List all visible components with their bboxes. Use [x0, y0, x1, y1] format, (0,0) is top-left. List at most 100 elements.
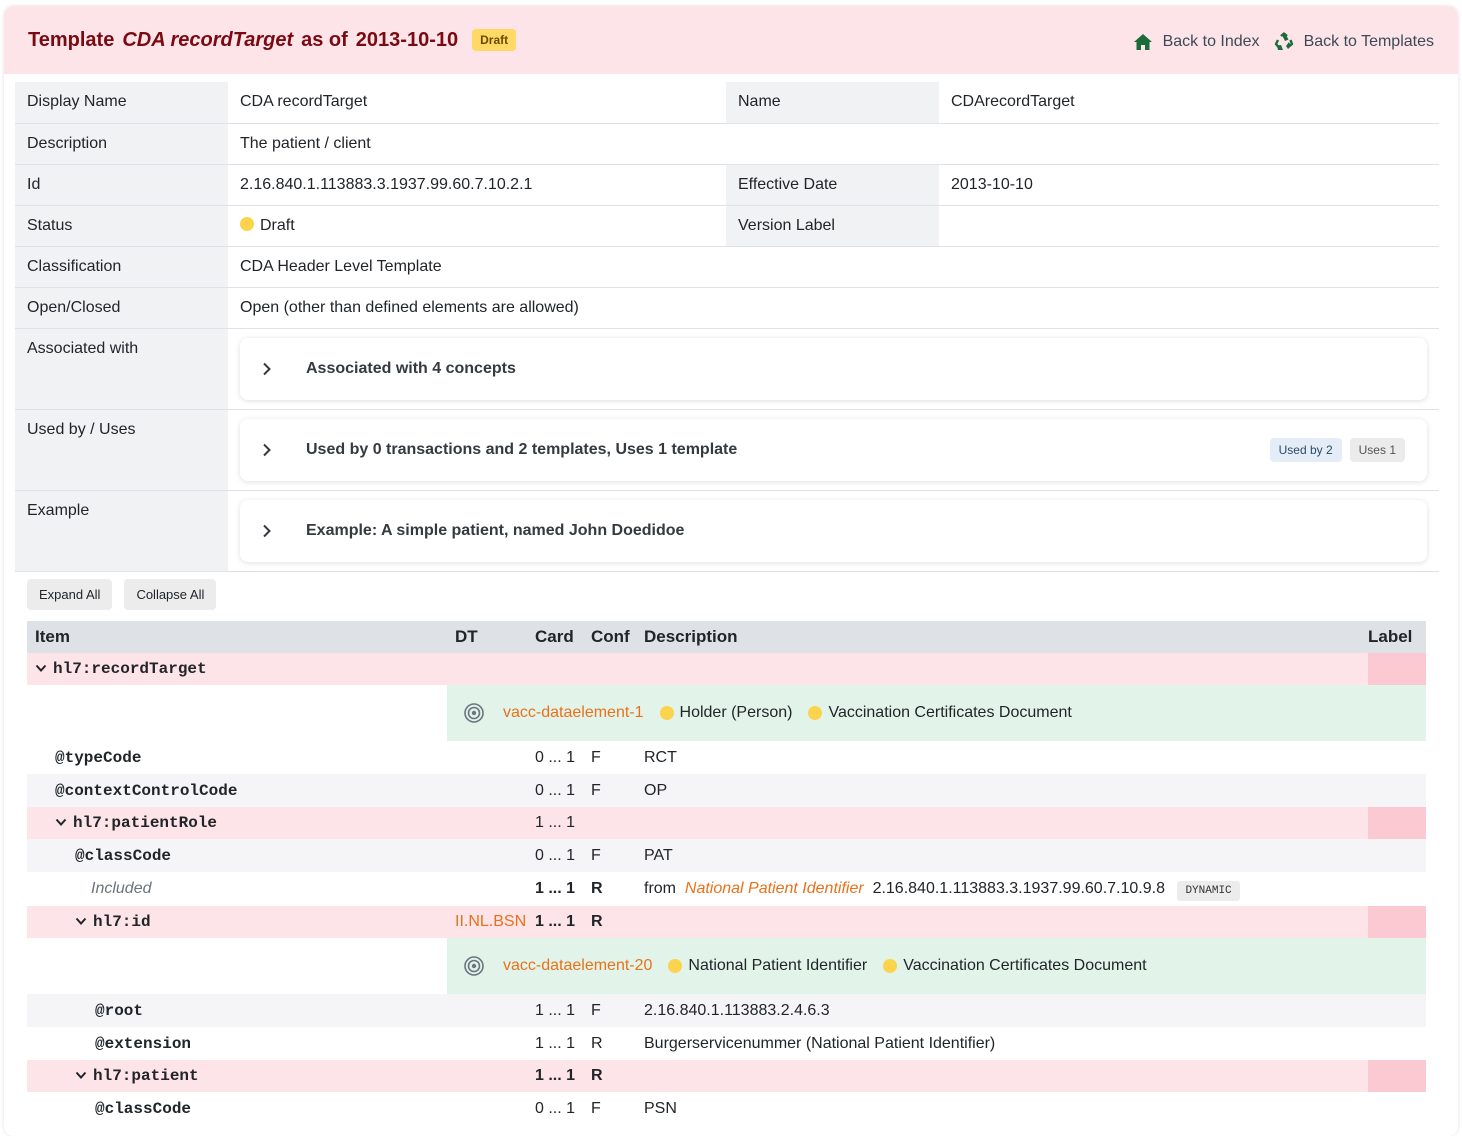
open-closed-value: Open (other than defined elements are al… — [228, 287, 1439, 329]
associated-label: Associated with — [15, 328, 228, 410]
conformance: R — [591, 880, 603, 897]
template-tree-table: Item DT Card Conf Description Label hl7:… — [27, 621, 1426, 1125]
included-template-oid: 2.16.840.1.113883.3.1937.99.60.7.10.9.8 — [872, 880, 1165, 897]
meta-row-associated: Associated with Associated with 4 concep… — [15, 328, 1439, 410]
conformance: F — [591, 748, 601, 766]
label-cell — [1368, 653, 1426, 685]
col-header-dt: DT — [455, 627, 478, 646]
datatype-link[interactable]: II.NL.BSN — [455, 913, 527, 930]
tree-item-name: hl7:patientRole — [73, 814, 218, 833]
used-by-accordion-title: Used by 0 transactions and 2 templates, … — [306, 440, 738, 458]
version-label-value — [939, 205, 1439, 247]
conformance: F — [591, 781, 601, 799]
chevron-down-icon[interactable] — [75, 1067, 87, 1085]
col-header-conf: Conf — [591, 627, 630, 646]
title-template-name: CDA recordTarget — [122, 28, 294, 51]
meta-row-id: Id 2.16.840.1.113883.3.1937.99.60.7.10.2… — [15, 164, 1439, 206]
template-header: Template CDA recordTarget as of 2013-10-… — [4, 6, 1458, 74]
conformance: R — [591, 1067, 603, 1084]
version-label-label: Version Label — [726, 205, 939, 247]
status-badge: Draft — [472, 29, 517, 51]
associated-accordion-title: Associated with 4 concepts — [306, 359, 516, 377]
chevron-down-icon[interactable] — [35, 660, 47, 678]
used-by-label: Used by / Uses — [15, 409, 228, 491]
tree-item-name: @classCode — [75, 846, 172, 865]
tree-item-name: hl7:id — [93, 913, 151, 932]
concept-row: vacc-dataelement-1 Holder (Person) Vacci… — [27, 685, 1426, 741]
tree-row-recordtarget[interactable]: hl7:recordTarget — [27, 653, 1426, 685]
back-to-index-link[interactable]: Back to Index — [1133, 32, 1260, 52]
used-by-accordion[interactable]: Used by 0 transactions and 2 templates, … — [240, 418, 1427, 481]
concept-row: vacc-dataelement-20 National Patient Ide… — [27, 938, 1426, 994]
status-dot-icon — [883, 959, 898, 973]
tree-row-patient-classcode: @classCode 0 ... 1 F PSN — [27, 1092, 1426, 1125]
conformance: R — [591, 1034, 603, 1052]
tree-item-name: @contextControlCode — [55, 781, 238, 800]
title-as-of: as of — [301, 28, 348, 51]
page-title: Template CDA recordTarget as of 2013-10-… — [28, 28, 517, 52]
classification-value: CDA Header Level Template — [228, 246, 1439, 288]
cardinality: 1 ... 1 — [535, 880, 576, 897]
chevron-right-icon — [262, 443, 306, 457]
concept-name: National Patient Identifier — [688, 957, 868, 974]
template-metadata-table: Display Name CDA recordTarget Name CDAre… — [15, 82, 1439, 572]
chevron-right-icon — [262, 362, 306, 376]
associated-accordion[interactable]: Associated with 4 concepts — [240, 337, 1427, 400]
cardinality: 0 ... 1 — [535, 846, 576, 864]
meta-row-classification: Classification CDA Header Level Template — [15, 246, 1439, 288]
concept-link[interactable]: vacc-dataelement-20 — [503, 957, 653, 974]
conformance: F — [591, 1001, 601, 1019]
meta-row-used-by: Used by / Uses Used by 0 transactions an… — [15, 409, 1439, 491]
concept-link[interactable]: vacc-dataelement-1 — [503, 704, 644, 721]
cardinality: 1 ... 1 — [535, 814, 576, 831]
label-cell — [1368, 807, 1426, 839]
status-dot-icon — [808, 706, 823, 720]
include-from: from — [644, 880, 676, 897]
included-template-link[interactable]: National Patient Identifier — [684, 880, 864, 897]
open-closed-label: Open/Closed — [15, 287, 228, 329]
tree-row-included: Included 1 ... 1 R from National Patient… — [27, 872, 1426, 906]
col-header-label: Label — [1368, 627, 1413, 646]
meta-row-display-name: Display Name CDA recordTarget Name CDAre… — [15, 82, 1439, 124]
cardinality: 0 ... 1 — [535, 1099, 576, 1117]
col-header-card: Card — [535, 627, 574, 646]
tree-item-name: @root — [95, 1001, 144, 1020]
uses-pill: Uses 1 — [1349, 437, 1405, 462]
expand-all-button[interactable]: Expand All — [27, 579, 113, 610]
description-label: Description — [15, 123, 228, 165]
back-to-templates-link[interactable]: Back to Templates — [1274, 32, 1434, 52]
recycle-icon — [1274, 32, 1294, 52]
back-to-index-label: Back to Index — [1162, 33, 1260, 50]
effective-date-label: Effective Date — [726, 164, 939, 206]
tree-toolbar: Expand All Collapse All — [27, 579, 217, 610]
id-label: Id — [15, 164, 228, 206]
collapse-all-button[interactable]: Collapse All — [124, 579, 217, 610]
classification-label: Classification — [15, 246, 228, 288]
status-dot-icon — [668, 959, 683, 973]
chevron-down-icon[interactable] — [75, 913, 87, 931]
conformance: F — [591, 846, 601, 864]
tree-row-patient[interactable]: hl7:patient 1 ... 1 R — [27, 1060, 1426, 1092]
cardinality: 0 ... 1 — [535, 781, 576, 799]
display-name-label: Display Name — [15, 82, 228, 124]
target-icon — [463, 955, 485, 977]
cardinality: 1 ... 1 — [535, 913, 576, 930]
display-name-value: CDA recordTarget — [228, 82, 726, 124]
description: PSN — [644, 1099, 677, 1117]
meta-row-example: Example Example: A simple patient, named… — [15, 490, 1439, 572]
header-nav: Back to Index Back to Templates — [1133, 32, 1434, 52]
tree-row-patientrole[interactable]: hl7:patientRole 1 ... 1 — [27, 807, 1426, 839]
description: RCT — [644, 748, 677, 766]
status-dot-icon — [240, 216, 254, 231]
tree-item-name: hl7:recordTarget — [53, 660, 207, 679]
label-cell — [1368, 1060, 1426, 1092]
description: OP — [644, 781, 668, 799]
meta-row-status: Status Draft Version Label — [15, 205, 1439, 247]
tree-row-id[interactable]: hl7:id II.NL.BSN 1 ... 1 R — [27, 906, 1426, 938]
label-cell — [1368, 906, 1426, 938]
tree-row-extension: @extension 1 ... 1 R Burgerservicenummer… — [27, 1027, 1426, 1060]
chevron-down-icon[interactable] — [55, 814, 67, 832]
example-accordion[interactable]: Example: A simple patient, named John Do… — [240, 499, 1427, 562]
name-value: CDArecordTarget — [939, 82, 1439, 124]
cardinality: 0 ... 1 — [535, 748, 576, 766]
